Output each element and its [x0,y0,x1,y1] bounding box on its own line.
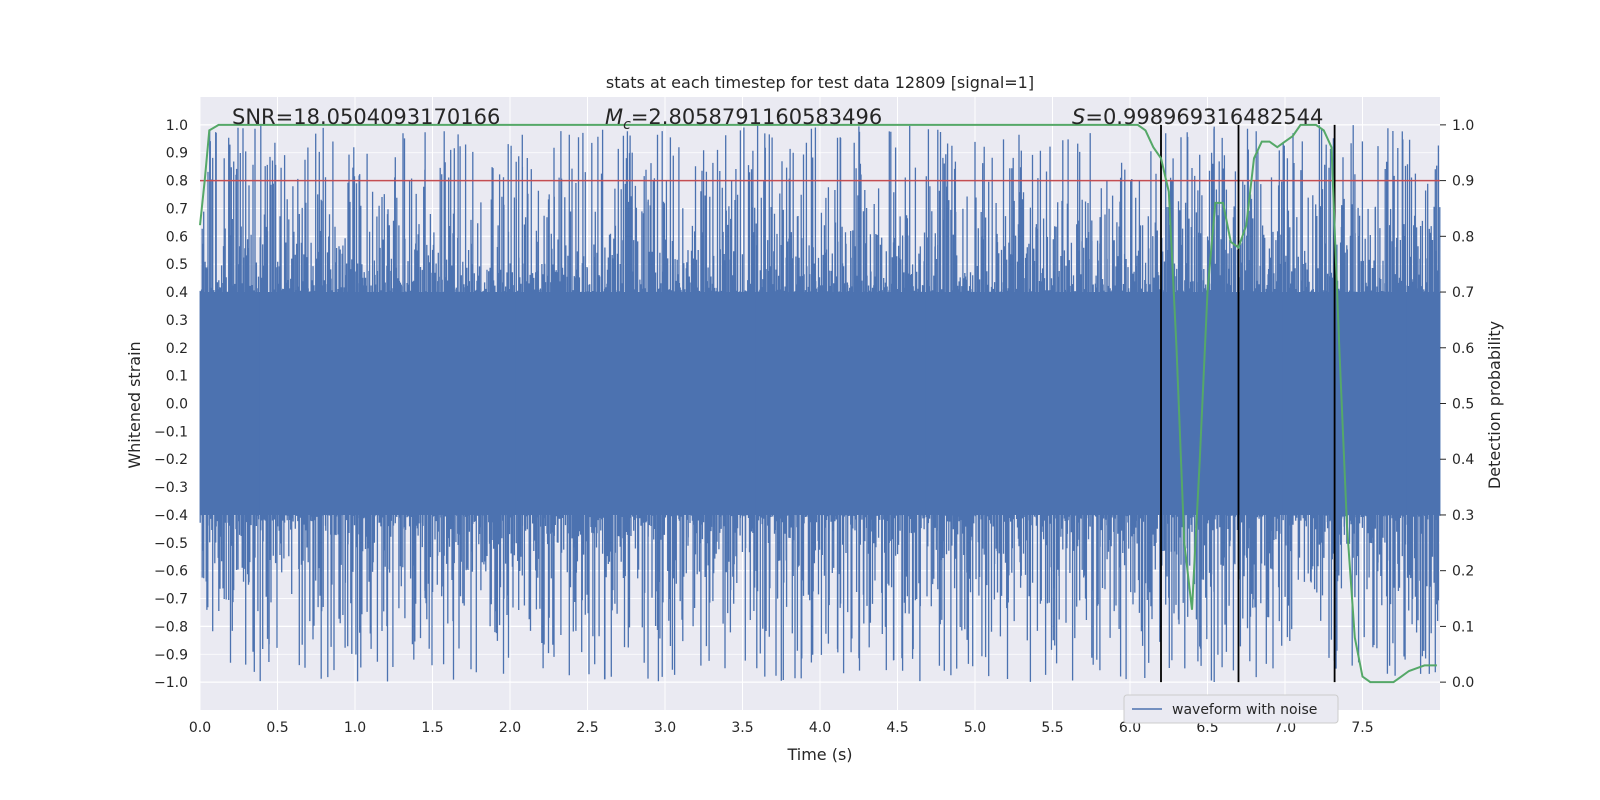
waveform-spikes [199,124,1441,682]
detection-probability-line [199,123,1437,684]
y-tick-label: 1.0 [166,118,188,134]
y-tick-label: 0.7 [166,201,188,217]
chirp-mass-annotation: Mc=2.8058791160583496 [605,105,882,133]
y-tick-label: 0.6 [166,229,188,245]
snr-annotation: SNR=18.0504093170166 [232,105,500,129]
y-tick-label: 0.1 [166,369,188,385]
y-tick-label: −0.9 [154,647,188,663]
x-tick-label: 2.0 [499,720,521,736]
y-tick-label: 0.0 [166,397,188,413]
y2-tick-label: 0.9 [1452,174,1474,190]
y-tick-label: −0.8 [154,619,188,635]
x-tick-label: 1.5 [421,720,443,736]
x-tick-label: 1.0 [344,720,366,736]
mc-symbol: M [605,105,623,129]
legend-label: waveform with noise [1172,702,1317,718]
x-tick-label: 0.5 [266,720,288,736]
y-tick-label: −0.6 [154,564,188,580]
y2-tick-label: 0.4 [1452,452,1474,468]
legend-box [1123,694,1339,724]
y-tick-label: −1.0 [154,675,188,691]
x-axis-label: Time (s) [786,745,852,764]
x-tick-label: 4.5 [886,720,908,736]
y2-tick-label: 0.5 [1452,397,1474,413]
y-tick-label: 0.2 [166,341,188,357]
y2-tick-label: 0.8 [1452,229,1474,245]
chart-title: stats at each timestep for test data 128… [606,73,1034,92]
y-axis-label: Whitened strain [125,341,144,468]
y-tick-label: 0.5 [166,257,188,273]
y-tick-label: −0.5 [154,536,188,552]
y2-tick-label: 0.2 [1452,564,1474,580]
x-axis-ticks: 0.0 0.5 1.0 1.5 2.0 2.5 3.0 3.5 4.0 4.5 5.0 5.5 6.0 6… [189,720,1374,736]
x-tick-label: 6.5 [1196,720,1218,736]
y-tick-label: −0.3 [154,480,188,496]
x-tick-label: 3.0 [654,720,676,736]
x-tick-label: 7.0 [1274,720,1296,736]
y-tick-label: 0.3 [166,313,188,329]
y-tick-label: −0.2 [154,452,188,468]
y2-tick-label: 0.7 [1452,285,1474,301]
legend: waveform with noise [1123,694,1339,724]
mc-value: =2.8058791160583496 [631,105,882,129]
s-annotation: S=0.998969316482544 [1072,105,1323,129]
s-symbol: S [1072,105,1085,129]
waveform-series [199,124,1441,682]
y-tick-label: 0.4 [166,285,188,301]
x-tick-label: 5.0 [964,720,986,736]
s-value: =0.998969316482544 [1085,105,1323,129]
y-axis-ticks: 1.0 0.9 0.8 0.7 0.6 0.5 0.4 0.3 0.2 0.1 0.0 −0.1 −0.… [154,118,188,691]
x-tick-label: 4.0 [809,720,831,736]
x-tick-label: 2.5 [576,720,598,736]
x-tick-label: 7.5 [1351,720,1373,736]
y2-axis-label: Detection probability [1485,321,1504,489]
y2-tick-label: 0.3 [1452,508,1474,524]
y-tick-label: −0.1 [154,424,188,440]
y2-tick-label: 0.1 [1452,619,1474,635]
x-tick-label: 6.0 [1119,720,1141,736]
y2-tick-label: 0.6 [1452,341,1474,357]
y2-axis-ticks: 1.0 0.9 0.8 0.7 0.6 0.5 0.4 0.3 0.2 0.1 0.0 [1440,118,1474,691]
y-tick-label: −0.4 [154,508,188,524]
y-tick-label: −0.7 [154,592,188,608]
y-tick-label: 0.9 [166,146,188,162]
y2-tick-label: 1.0 [1452,118,1474,134]
x-tick-label: 5.5 [1041,720,1063,736]
mc-subscript: c [623,117,631,133]
y-tick-label: 0.8 [166,174,188,190]
y2-tick-label: 0.0 [1452,675,1474,691]
x-tick-label: 3.5 [731,720,753,736]
x-tick-label: 0.0 [189,720,211,736]
